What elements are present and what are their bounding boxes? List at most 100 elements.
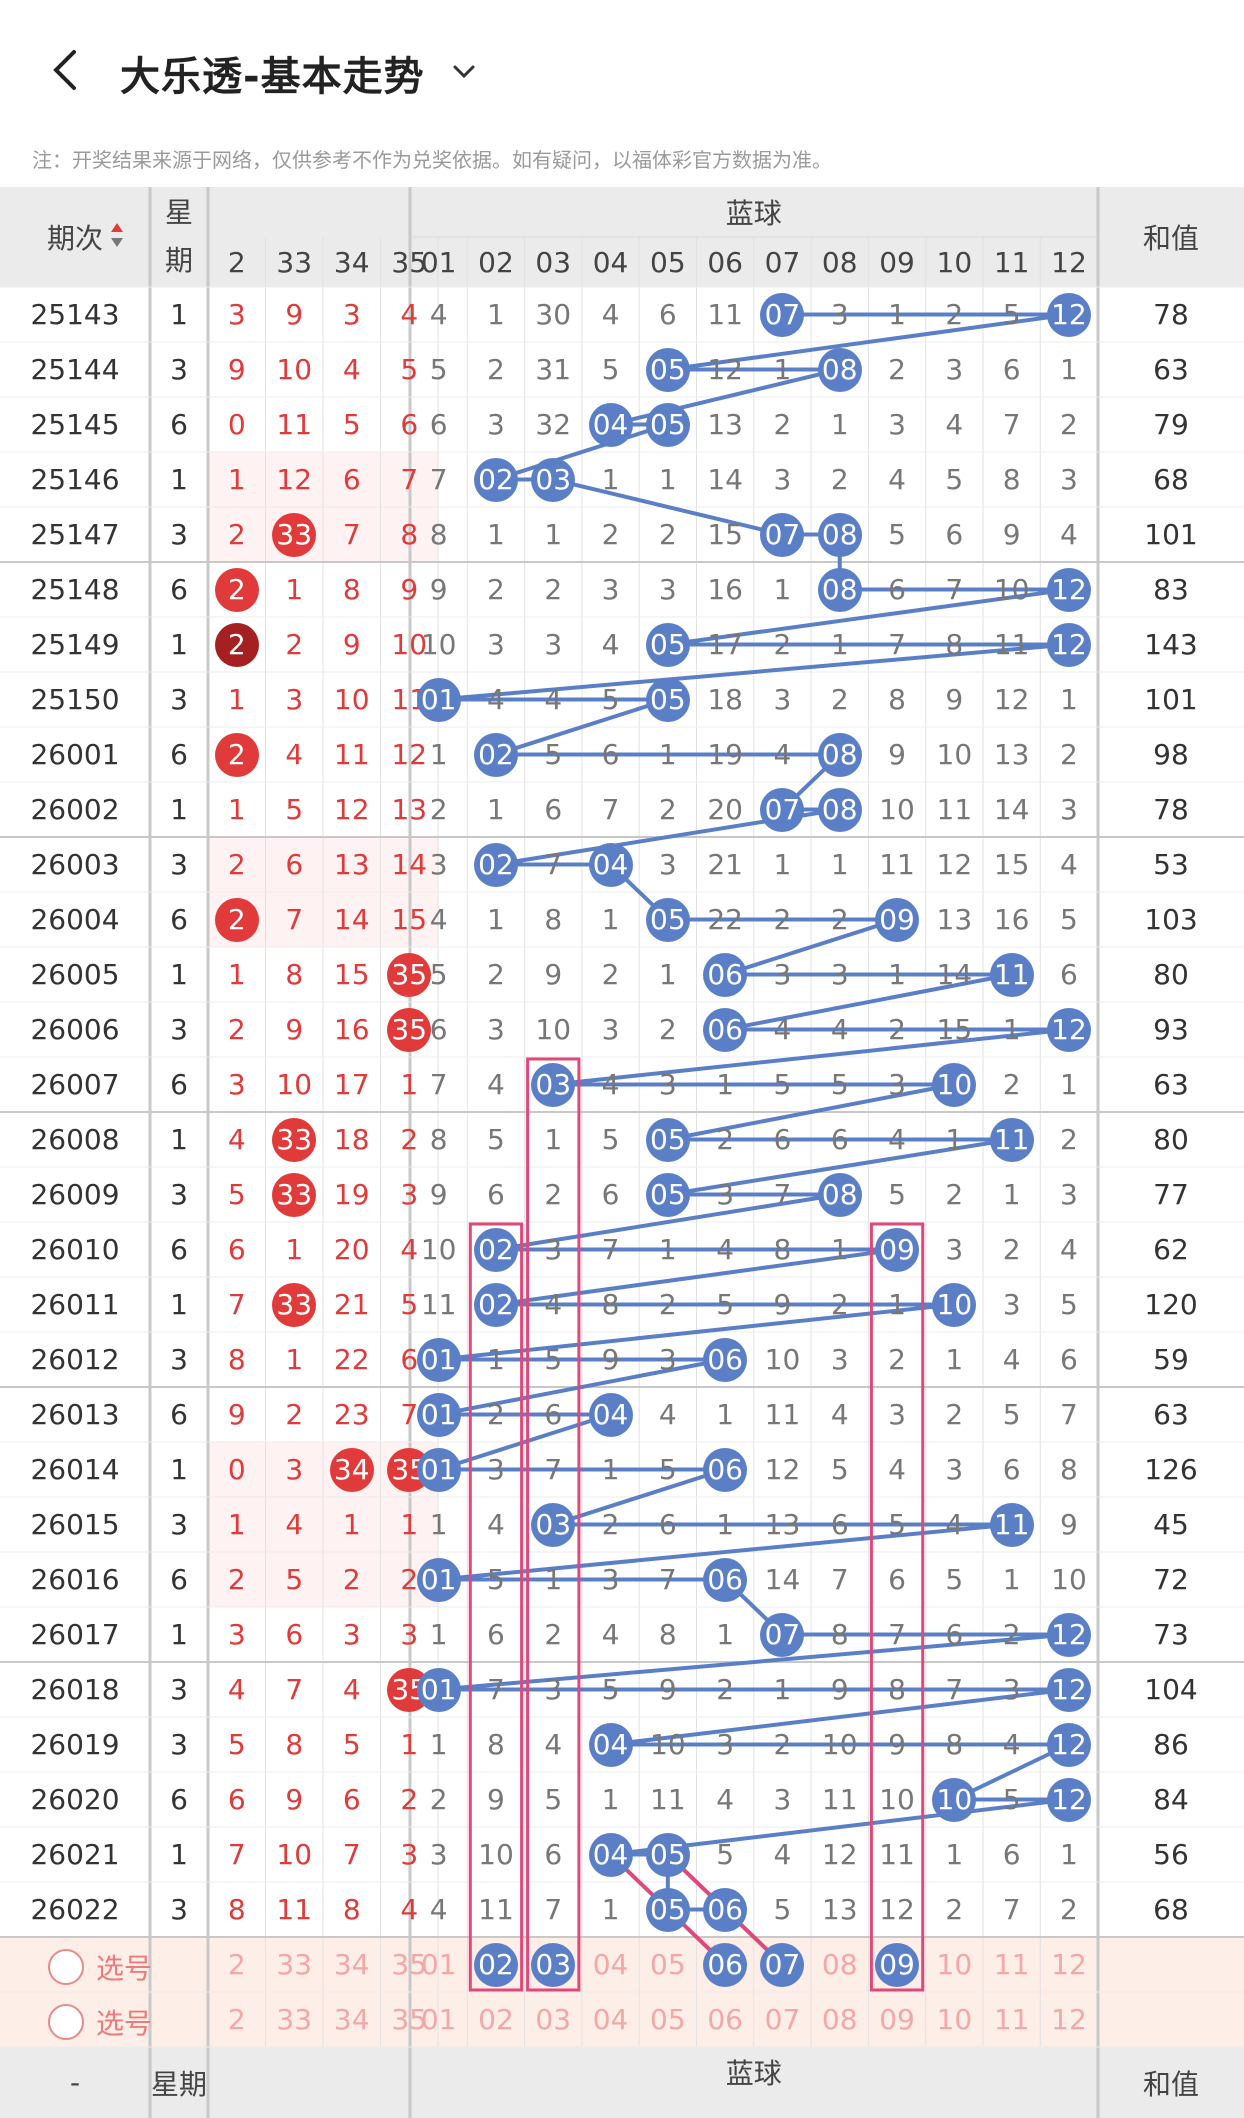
blue-miss-cell: 1 bbox=[888, 298, 906, 331]
front-miss-cell: 1 bbox=[227, 683, 246, 716]
select-label[interactable]: 选号 bbox=[96, 2007, 153, 2040]
pick-blue-cell[interactable]: 06 bbox=[707, 2003, 743, 2036]
blue-miss-cell: 3 bbox=[830, 298, 849, 331]
blue-miss-cell: 2 bbox=[773, 903, 792, 936]
pick-blue-cell[interactable]: 02 bbox=[478, 2003, 514, 2036]
select-label[interactable]: 选号 bbox=[96, 1952, 153, 1985]
blue-miss-cell: 4 bbox=[601, 1068, 620, 1101]
blue-miss-cell: 5 bbox=[716, 1288, 735, 1321]
blue-miss-cell: 2 bbox=[544, 573, 563, 606]
blue-miss-cell: 2 bbox=[716, 1123, 735, 1156]
sort-icon[interactable] bbox=[110, 219, 124, 255]
blue-miss-cell: 2 bbox=[945, 1893, 964, 1926]
blue-ball: 10 bbox=[932, 1282, 977, 1327]
sum-cell: 83 bbox=[1153, 573, 1189, 606]
blue-ball: 05 bbox=[645, 347, 690, 392]
blue-miss-cell: 3 bbox=[830, 1343, 849, 1376]
blue-miss-cell: 5 bbox=[429, 353, 448, 386]
blue-miss-cell: 3 bbox=[888, 1068, 906, 1101]
blue-ball: 03 bbox=[531, 1062, 576, 1107]
front-miss-cell: 23 bbox=[333, 1398, 370, 1431]
blue-ball: 05 bbox=[645, 677, 690, 722]
blue-miss-cell: 2 bbox=[429, 793, 448, 826]
blue-miss-cell: 3 bbox=[773, 683, 792, 716]
blue-miss-cell: 6 bbox=[830, 1508, 849, 1541]
period-cell: 25150 bbox=[30, 683, 120, 716]
pick-blue-cell[interactable]: 10 bbox=[936, 2003, 973, 2036]
blue-miss-cell: 1 bbox=[487, 793, 505, 826]
pick-blue-cell[interactable]: 01 bbox=[420, 2003, 457, 2036]
blue-miss-cell: 5 bbox=[888, 1178, 906, 1211]
front-miss-cell: 15 bbox=[333, 958, 370, 991]
trend-lines bbox=[0, 187, 1244, 2118]
page-title: 大乐透-基本走势 bbox=[120, 54, 425, 100]
blue-ball: 02 bbox=[473, 842, 518, 887]
pick-blue-cell[interactable]: 11 bbox=[993, 1948, 1030, 1981]
pick-blue-cell[interactable]: 12 bbox=[1051, 2003, 1087, 2036]
front-miss-cell: 5 bbox=[227, 1178, 246, 1211]
blue-miss-cell: 10 bbox=[879, 1783, 915, 1816]
pick-blue-cell[interactable]: 03 bbox=[535, 2003, 572, 2036]
front-ball-red: 34 bbox=[329, 1447, 374, 1492]
front-miss-cell: 3 bbox=[342, 1618, 361, 1651]
blue-col-header: 04 bbox=[592, 245, 629, 279]
front-miss-cell: 2 bbox=[400, 1123, 419, 1156]
blue-miss-cell: 3 bbox=[945, 353, 964, 386]
pick-blue-cell[interactable]: 05 bbox=[650, 1948, 686, 1981]
front-miss-cell: 9 bbox=[285, 1783, 304, 1816]
blue-miss-cell: 22 bbox=[707, 903, 743, 936]
pick-blue-cell[interactable]: 12 bbox=[1051, 1948, 1087, 1981]
front-ball-red: 33 bbox=[272, 1117, 317, 1162]
pick-blue-cell[interactable]: 01 bbox=[420, 1948, 457, 1981]
pick-blue-cell[interactable]: 04 bbox=[592, 1948, 629, 1981]
front-miss-cell: 5 bbox=[285, 1563, 304, 1596]
front-miss-cell: 3 bbox=[342, 298, 361, 331]
pick-blue-cell[interactable]: 08 bbox=[821, 1948, 858, 1981]
pick-blue-cell[interactable]: 08 bbox=[821, 2003, 858, 2036]
front-miss-cell: 22 bbox=[333, 1343, 370, 1376]
blue-miss-cell: 3 bbox=[1002, 1288, 1021, 1321]
back-arrow-icon[interactable] bbox=[40, 42, 96, 98]
blue-miss-cell: 9 bbox=[487, 1783, 505, 1816]
front-miss-cell: 17 bbox=[333, 1068, 370, 1101]
pick-blue-cell[interactable]: 05 bbox=[650, 2003, 686, 2036]
blue-miss-cell: 7 bbox=[544, 848, 563, 881]
period-cell: 26022 bbox=[30, 1893, 120, 1926]
front-col-header: 2 bbox=[227, 245, 246, 279]
select-radio[interactable] bbox=[48, 1949, 84, 1985]
pick-blue-cell[interactable]: 07 bbox=[764, 2003, 801, 2036]
front-ball-red: 2 bbox=[214, 567, 259, 612]
front-miss-cell: 6 bbox=[400, 408, 419, 441]
blue-ball: 02 bbox=[473, 1227, 518, 1272]
weekday-cell: 6 bbox=[170, 738, 188, 771]
pick-blue-cell[interactable]: 09 bbox=[879, 2003, 915, 2036]
front-miss-cell: 8 bbox=[227, 1893, 246, 1926]
blue-miss-cell: 7 bbox=[1060, 1398, 1078, 1431]
sum-cell: 62 bbox=[1153, 1233, 1189, 1266]
blue-miss-cell: 6 bbox=[1060, 1343, 1078, 1376]
front-miss-cell: 4 bbox=[227, 1673, 246, 1706]
blue-miss-cell: 1 bbox=[1002, 1178, 1021, 1211]
pick-front-cell: 33 bbox=[276, 2003, 313, 2036]
weekday-cell: 6 bbox=[170, 408, 188, 441]
blue-miss-cell: 3 bbox=[429, 1838, 448, 1871]
blue-miss-cell: 19 bbox=[707, 738, 743, 771]
sum-cell: 45 bbox=[1153, 1508, 1189, 1541]
weekday-cell: 6 bbox=[170, 573, 188, 606]
blue-miss-cell: 4 bbox=[716, 1783, 735, 1816]
chevron-down-icon[interactable] bbox=[448, 56, 480, 88]
pick-front-cell: 34 bbox=[333, 2003, 370, 2036]
pick-blue-cell[interactable]: 10 bbox=[936, 1948, 973, 1981]
blue-ball: 02 bbox=[473, 457, 518, 502]
pick-blue-cell[interactable]: 11 bbox=[993, 2003, 1030, 2036]
blue-miss-cell: 9 bbox=[888, 738, 906, 771]
blue-miss-cell: 1 bbox=[830, 848, 849, 881]
blue-ball: 08 bbox=[817, 347, 862, 392]
front-miss-cell: 4 bbox=[400, 298, 419, 331]
blue-miss-cell: 8 bbox=[773, 1233, 792, 1266]
blue-miss-cell: 6 bbox=[773, 1123, 792, 1156]
pick-front-cell: 2 bbox=[227, 2003, 246, 2036]
pick-blue-cell[interactable]: 04 bbox=[592, 2003, 629, 2036]
select-radio[interactable] bbox=[48, 2004, 84, 2040]
blue-miss-cell: 8 bbox=[429, 518, 448, 551]
